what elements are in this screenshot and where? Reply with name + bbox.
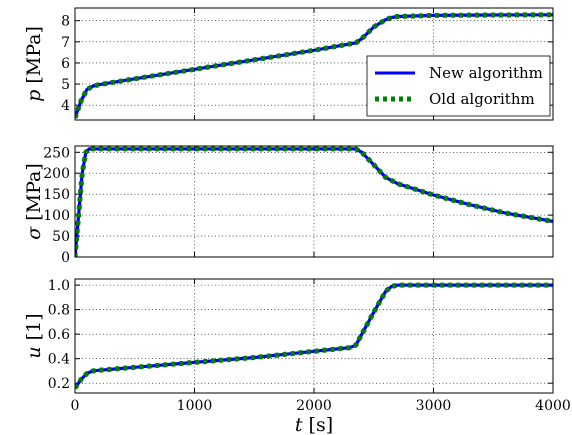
legend-label-old: Old algorithm [429, 90, 535, 108]
y-axis-label: u [1] [23, 313, 45, 358]
y-tick-label: 200 [43, 166, 70, 182]
series-line-old [75, 12, 553, 119]
plot-frame [74, 7, 554, 121]
y-tick-label: 100 [43, 208, 70, 224]
x-tick-label: 4000 [535, 398, 571, 414]
x-tick-label: 2000 [296, 398, 332, 414]
plot-frame [74, 145, 554, 258]
y-tick-label: 8 [61, 14, 70, 30]
plot-frame [74, 278, 554, 394]
y-tick-label: 0.8 [48, 303, 70, 319]
series-line-old [75, 146, 553, 257]
y-tick-label: 0 [61, 250, 70, 266]
y-tick-label: 5 [61, 77, 70, 93]
panel-u: 0.2 0.4 0.6 0.8 1.0 u [1] 0 1000 2000 3000 4000 t [… [23, 278, 571, 435]
x-tick-label: 3000 [416, 398, 452, 414]
legend-box [366, 55, 551, 117]
y-tick-label: 150 [43, 187, 70, 203]
y-axis-label: σ [MPa] [23, 163, 45, 240]
y-axis-label: p [MPa] [23, 26, 45, 102]
x-tick-label: 0 [71, 398, 80, 414]
panel-sigma: 0 50 100 150 200 250 σ [MPa] [23, 145, 554, 266]
x-tick-label: 1000 [177, 398, 213, 414]
x-axis-label: t [s] [295, 414, 333, 435]
panel-p: 4 5 6 7 8 p [MPa] New algorithm Old algorithm [23, 7, 554, 121]
legend: New algorithm Old algorithm [366, 55, 551, 117]
y-tick-label: 0.6 [48, 327, 70, 343]
y-tick-label: 4 [61, 98, 70, 114]
y-tick-label: 7 [61, 35, 70, 51]
y-tick-label: 0.2 [48, 376, 70, 392]
y-tick-label: 0.4 [48, 352, 70, 368]
y-tick-label: 250 [43, 145, 70, 161]
series-line-old [75, 282, 553, 390]
y-tick-label: 6 [61, 56, 70, 72]
y-tick-label: 50 [52, 229, 70, 245]
legend-label-new: New algorithm [429, 64, 543, 82]
y-tick-label: 1.0 [48, 278, 70, 294]
